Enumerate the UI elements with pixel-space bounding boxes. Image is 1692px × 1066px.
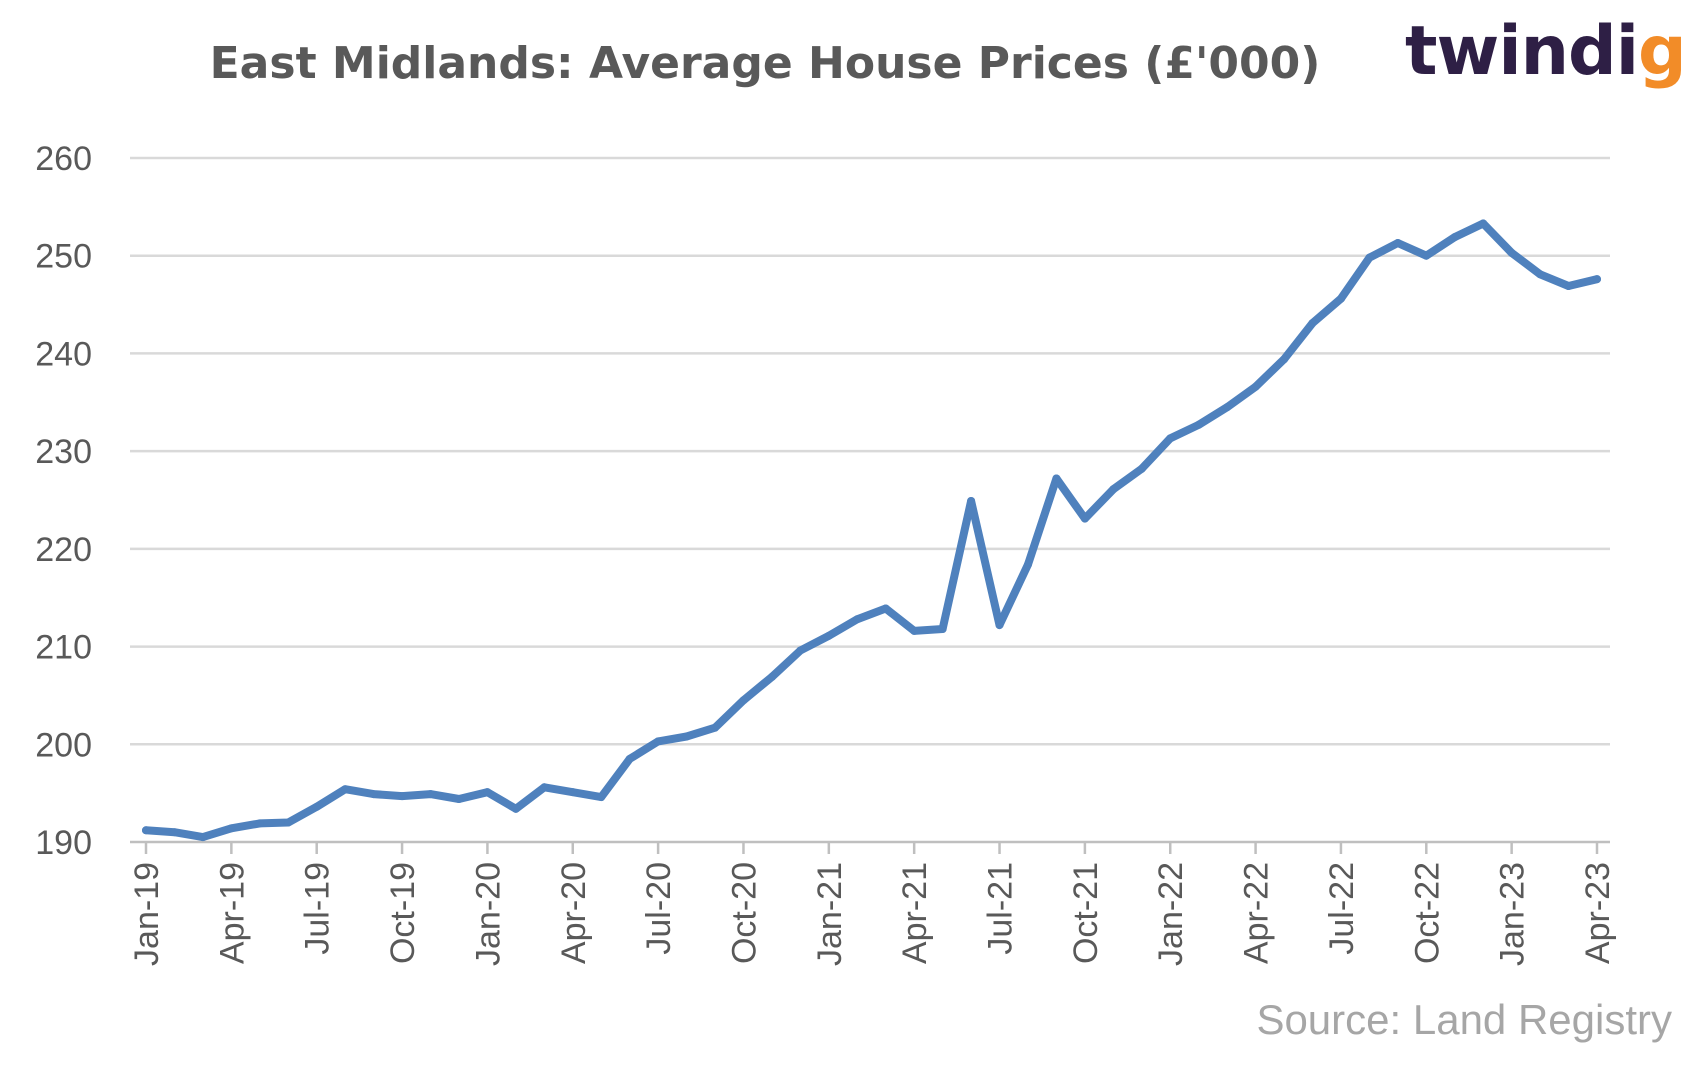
x-tick-label: Oct-19 xyxy=(384,862,422,964)
data-point xyxy=(198,833,207,842)
x-tick-label: Apr-20 xyxy=(555,862,593,964)
y-tick-label: 210 xyxy=(35,629,92,667)
data-point xyxy=(1137,464,1146,473)
data-point xyxy=(1593,275,1601,284)
x-tick-label: Oct-20 xyxy=(725,862,763,964)
x-tick-label: Jul-22 xyxy=(1323,862,1361,955)
data-point xyxy=(1507,248,1516,257)
data-point xyxy=(938,624,947,633)
data-point xyxy=(1393,239,1402,248)
y-tick-label: 260 xyxy=(35,140,92,178)
source-note: Source: Land Registry xyxy=(1256,996,1672,1043)
data-point xyxy=(1194,420,1203,429)
x-tick-label: Jul-21 xyxy=(982,862,1020,955)
x-tick-label: Jan-20 xyxy=(469,862,507,966)
data-point xyxy=(1479,219,1488,228)
y-tick-label: 190 xyxy=(35,824,92,862)
x-tick-label: Oct-21 xyxy=(1067,862,1105,964)
data-point xyxy=(1251,382,1260,391)
data-point xyxy=(597,793,606,802)
x-axis-tick-labels: Jan-19 Apr-19 Jul-19 Oct-19 Jan-20 Apr-20 Jul-… xyxy=(128,862,1617,966)
data-point xyxy=(398,792,407,801)
data-point xyxy=(767,672,776,681)
data-point xyxy=(312,802,321,811)
data-point xyxy=(1223,403,1232,412)
brand-name-start: twindi xyxy=(1405,12,1639,91)
data-point xyxy=(1422,251,1431,260)
data-point xyxy=(711,723,720,732)
y-axis-tick-labels: 190 200 210 220 230 240 250 260 xyxy=(35,140,92,862)
series-line xyxy=(142,219,1601,842)
data-point xyxy=(1166,434,1175,443)
data-point xyxy=(1450,233,1459,242)
data-point xyxy=(170,828,179,837)
x-tick-label: Apr-22 xyxy=(1238,862,1276,964)
x-tick-label: Jan-23 xyxy=(1494,862,1532,966)
x-tick-label: Jan-21 xyxy=(811,862,849,966)
data-point xyxy=(341,785,350,794)
data-point xyxy=(739,696,748,705)
data-point xyxy=(654,737,663,746)
data-point xyxy=(426,790,435,799)
data-point xyxy=(142,826,150,835)
data-point xyxy=(1564,282,1573,291)
data-point xyxy=(1280,355,1289,364)
data-point xyxy=(1536,270,1545,279)
data-point xyxy=(284,818,293,827)
x-tick-label: Jan-19 xyxy=(128,862,166,966)
x-tick-label: Jul-19 xyxy=(299,862,337,955)
data-point xyxy=(369,790,378,799)
brand-logo: twindig xyxy=(1405,18,1687,86)
data-point xyxy=(824,631,833,640)
data-point xyxy=(625,754,634,763)
y-tick-label: 230 xyxy=(35,433,92,471)
data-point xyxy=(1052,474,1061,483)
x-tick-label: Jan-22 xyxy=(1152,862,1190,966)
brand-name-end: g xyxy=(1638,12,1687,91)
y-tick-label: 250 xyxy=(35,238,92,276)
y-tick-label: 200 xyxy=(35,726,92,764)
data-point xyxy=(910,626,919,635)
data-point xyxy=(227,824,236,833)
data-point xyxy=(853,615,862,624)
data-point xyxy=(995,621,1004,630)
x-tick-label: Apr-23 xyxy=(1579,862,1617,964)
data-point xyxy=(568,788,577,797)
data-point xyxy=(1080,514,1089,523)
data-point xyxy=(796,646,805,655)
data-point xyxy=(511,804,520,813)
data-point xyxy=(1023,560,1032,569)
series-layer xyxy=(142,219,1601,842)
data-point xyxy=(454,795,463,804)
data-point xyxy=(1336,294,1345,303)
data-point xyxy=(1365,253,1374,262)
x-axis xyxy=(130,840,1610,854)
x-tick-label: Apr-21 xyxy=(896,862,934,964)
x-tick-label: Apr-19 xyxy=(213,862,251,964)
x-tick-label: Oct-22 xyxy=(1408,862,1446,964)
y-tick-label: 220 xyxy=(35,531,92,569)
gridlines xyxy=(130,156,1610,746)
chart-title: East Midlands: Average House Prices (£'0… xyxy=(209,38,1321,89)
data-point xyxy=(1109,485,1118,494)
data-point xyxy=(881,604,890,613)
data-point xyxy=(255,819,264,828)
data-point xyxy=(540,783,549,792)
data-point xyxy=(1308,319,1317,328)
data-point xyxy=(483,788,492,797)
data-point xyxy=(682,732,691,741)
data-point xyxy=(967,496,976,505)
x-tick-label: Jul-20 xyxy=(640,862,678,955)
y-tick-label: 240 xyxy=(35,335,92,373)
